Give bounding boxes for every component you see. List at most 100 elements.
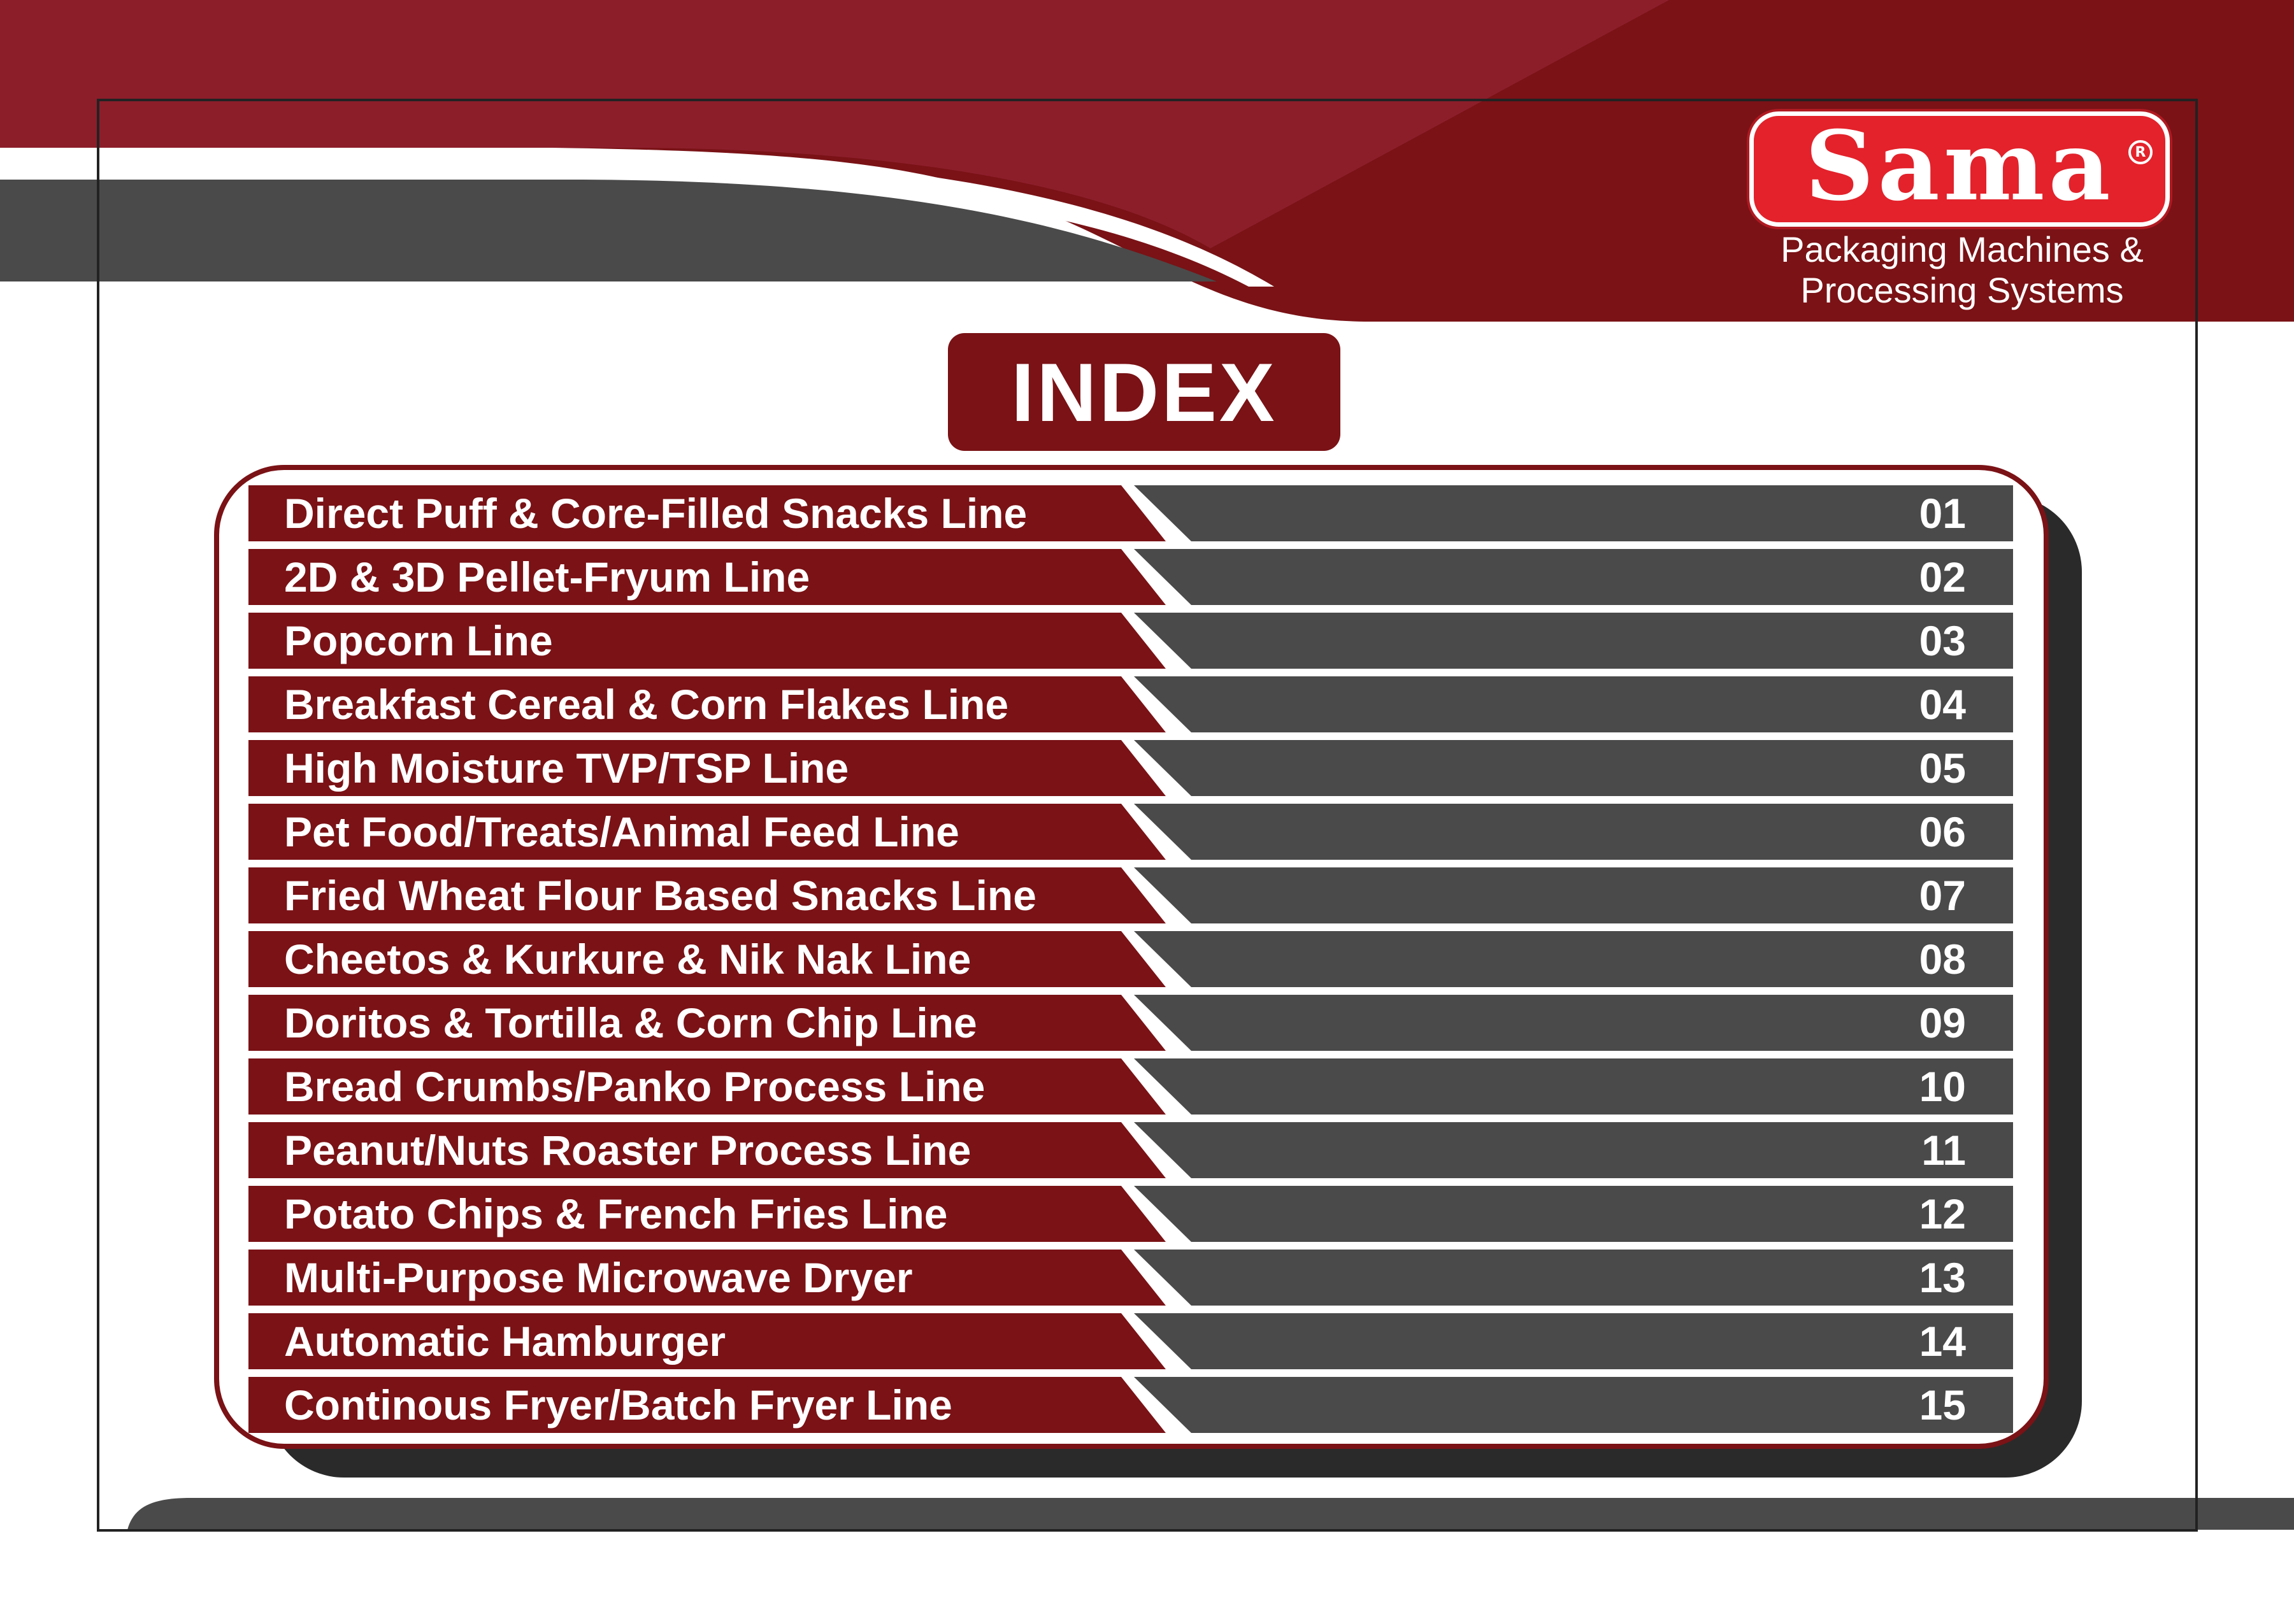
brand-tagline: Packaging Machines & Processing Systems	[1720, 229, 2204, 311]
row-gray-segment	[1134, 804, 2013, 860]
index-row-bar	[248, 804, 2013, 860]
row-gray-segment	[1134, 549, 2013, 605]
index-row-page-number: 05	[1919, 744, 1966, 792]
index-row-title: Direct Puff & Core-Filled Snacks Line	[284, 490, 1028, 537]
index-row-title: Fried Wheat Flour Based Snacks Line	[284, 872, 1036, 919]
index-row-page-number: 04	[1919, 681, 1966, 728]
index-row[interactable]: Breakfast Cereal & Corn Flakes Line 04	[248, 676, 2013, 732]
registered-mark-icon: R	[2128, 140, 2153, 164]
index-row-bar	[248, 1186, 2013, 1242]
row-gray-segment	[1134, 676, 2013, 732]
index-row-bar	[248, 613, 2013, 669]
row-maroon-segment	[248, 1058, 1166, 1115]
index-row-page-number: 13	[1919, 1254, 1966, 1301]
index-title: INDEX	[948, 333, 1340, 451]
tagline-line-1: Packaging Machines &	[1781, 229, 2144, 269]
row-gray-segment	[1134, 740, 2013, 796]
row-maroon-segment	[248, 1377, 1166, 1433]
index-row-bar	[248, 1313, 2013, 1369]
index-row[interactable]: Pet Food/Treats/Animal Feed Line 06	[248, 804, 2013, 860]
index-row-page-number: 02	[1919, 553, 1966, 601]
row-gray-segment	[1134, 867, 2013, 923]
row-gray-segment	[1134, 931, 2013, 987]
index-row-bar	[248, 676, 2013, 732]
index-row[interactable]: 2D & 3D Pellet-Fryum Line 02	[248, 549, 2013, 605]
row-maroon-segment	[248, 676, 1166, 732]
footer-gray-band	[127, 1498, 2294, 1530]
row-maroon-segment	[248, 740, 1166, 796]
row-maroon-segment	[248, 995, 1166, 1051]
row-maroon-segment	[248, 867, 1166, 923]
index-row-page-number: 10	[1919, 1063, 1966, 1110]
index-row-title: Breakfast Cereal & Corn Flakes Line	[284, 681, 1009, 728]
row-gray-segment	[1134, 995, 2013, 1051]
row-gray-segment	[1134, 1122, 2013, 1178]
index-row[interactable]: Continous Fryer/Batch Fryer Line 15	[248, 1377, 2013, 1433]
row-gray-segment	[1134, 613, 2013, 669]
tagline-line-2: Processing Systems	[1800, 270, 2124, 310]
row-maroon-segment	[248, 1186, 1166, 1242]
index-row[interactable]: Peanut/Nuts Roaster Process Line 11	[248, 1122, 2013, 1178]
index-row-bar	[248, 867, 2013, 923]
index-row-page-number: 12	[1919, 1190, 1966, 1237]
row-maroon-segment	[248, 613, 1166, 669]
index-row-bar	[248, 1058, 2013, 1115]
index-row-title: Continous Fryer/Batch Fryer Line	[284, 1381, 952, 1428]
header-maroon-highlight	[0, 0, 1669, 248]
index-row-title: Cheetos & Kurkure & Nik Nak Line	[284, 936, 971, 983]
index-row[interactable]: High Moisture TVP/TSP Line 05	[248, 740, 2013, 796]
header-gray-band	[0, 180, 1217, 281]
index-row-bar	[248, 1250, 2013, 1306]
index-row-title: High Moisture TVP/TSP Line	[284, 744, 849, 792]
row-maroon-segment	[248, 931, 1166, 987]
index-row-title: Bread Crumbs/Panko Process Line	[284, 1063, 986, 1110]
index-row-page-number: 15	[1919, 1381, 1966, 1428]
index-row-title: Doritos & Tortilla & Corn Chip Line	[284, 999, 977, 1046]
row-gray-segment	[1134, 485, 2013, 541]
index-row[interactable]: Automatic Hamburger 14	[248, 1313, 2013, 1369]
index-row-page-number: 01	[1919, 490, 1966, 537]
index-row[interactable]: Popcorn Line 03	[248, 613, 2013, 669]
index-row[interactable]: Doritos & Tortilla & Corn Chip Line 09	[248, 995, 2013, 1051]
index-row-title: Pet Food/Treats/Animal Feed Line	[284, 808, 959, 855]
index-row[interactable]: Potato Chips & French Fries Line 12	[248, 1186, 2013, 1242]
index-row-bar	[248, 549, 2013, 605]
index-row[interactable]: Fried Wheat Flour Based Snacks Line 07	[248, 867, 2013, 923]
row-maroon-segment	[248, 485, 1166, 541]
index-row[interactable]: Direct Puff & Core-Filled Snacks Line 01	[248, 485, 2013, 541]
index-row-title: Peanut/Nuts Roaster Process Line	[284, 1127, 971, 1174]
row-maroon-segment	[248, 1250, 1166, 1306]
row-maroon-segment	[248, 804, 1166, 860]
row-gray-segment	[1134, 1186, 2013, 1242]
row-gray-segment	[1134, 1058, 2013, 1115]
index-row-bar	[248, 1377, 2013, 1433]
index-row[interactable]: Cheetos & Kurkure & Nik Nak Line 08	[248, 931, 2013, 987]
index-row-title: Multi-Purpose Microwave Dryer	[284, 1254, 913, 1301]
index-row-page-number: 09	[1919, 999, 1966, 1046]
index-row-bar	[248, 931, 2013, 987]
row-gray-segment	[1134, 1250, 2013, 1306]
row-gray-segment	[1134, 1313, 2013, 1369]
index-row-page-number: 08	[1919, 936, 1966, 983]
index-row-title: 2D & 3D Pellet-Fryum Line	[284, 553, 810, 601]
page-frame	[97, 99, 2198, 1532]
row-maroon-segment	[248, 549, 1166, 605]
index-row-page-number: 03	[1919, 617, 1966, 664]
row-gray-segment	[1134, 1377, 2013, 1433]
index-row-bar	[248, 485, 2013, 541]
row-maroon-segment	[248, 1313, 1166, 1369]
index-row-bar	[248, 1122, 2013, 1178]
index-row[interactable]: Bread Crumbs/Panko Process Line 10	[248, 1058, 2013, 1115]
index-row-page-number: 14	[1919, 1318, 1966, 1365]
sama-logo: Sama R	[1749, 111, 2170, 227]
index-row-title: Potato Chips & French Fries Line	[284, 1190, 948, 1237]
index-row-bar	[248, 740, 2013, 796]
header-white-swoosh	[0, 153, 1274, 287]
index-row-title: Automatic Hamburger	[284, 1318, 726, 1365]
index-row-page-number: 06	[1919, 808, 1966, 855]
logo-wordmark: Sama	[1805, 110, 2114, 222]
row-maroon-segment	[248, 1122, 1166, 1178]
index-row[interactable]: Multi-Purpose Microwave Dryer 13	[248, 1250, 2013, 1306]
index-row-bar	[248, 995, 2013, 1051]
